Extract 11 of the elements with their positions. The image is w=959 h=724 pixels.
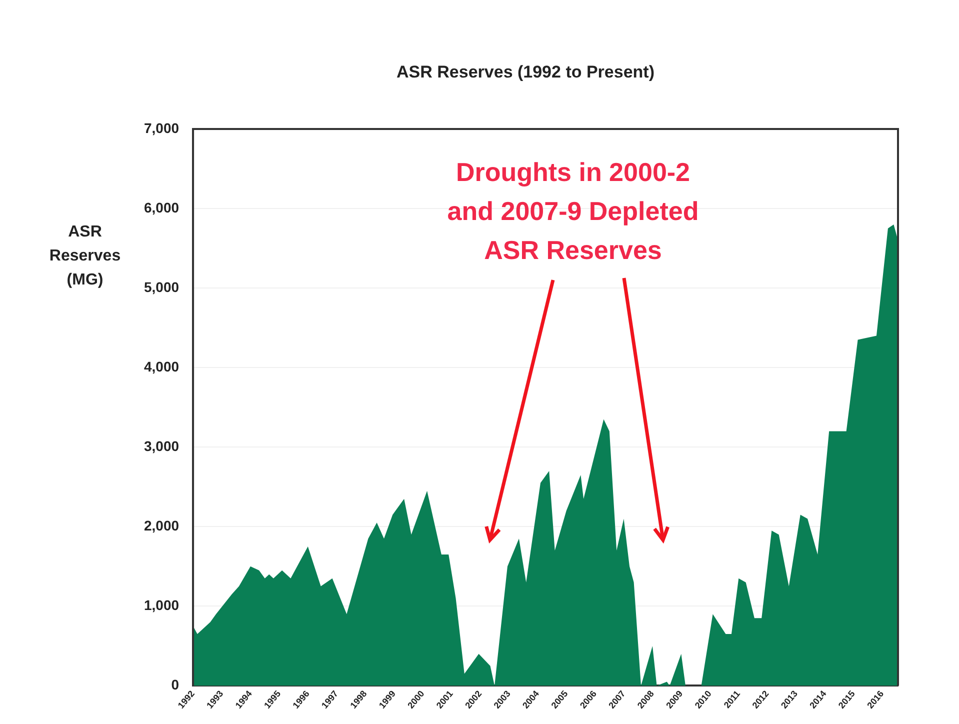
y-tick-label: 7,000 bbox=[144, 120, 180, 136]
annotation: Droughts in 2000-2 and 2007-9 Depleted ASR Reserves bbox=[447, 157, 699, 266]
y-tick-label: 1,000 bbox=[144, 597, 180, 614]
y-tick-label: 5,000 bbox=[144, 278, 180, 295]
y-tick-label: 0 bbox=[171, 676, 180, 693]
y-tick-label: 4,000 bbox=[144, 358, 180, 374]
chart-title: ASR Reserves (1992 to Present) bbox=[396, 62, 654, 82]
y-axis-title: ASR Reserves (MG) bbox=[49, 223, 121, 288]
y-tick-label: 3,000 bbox=[144, 438, 180, 454]
y-tick-label: 2,000 bbox=[144, 518, 180, 534]
y-tick-label: 6,000 bbox=[144, 199, 180, 216]
